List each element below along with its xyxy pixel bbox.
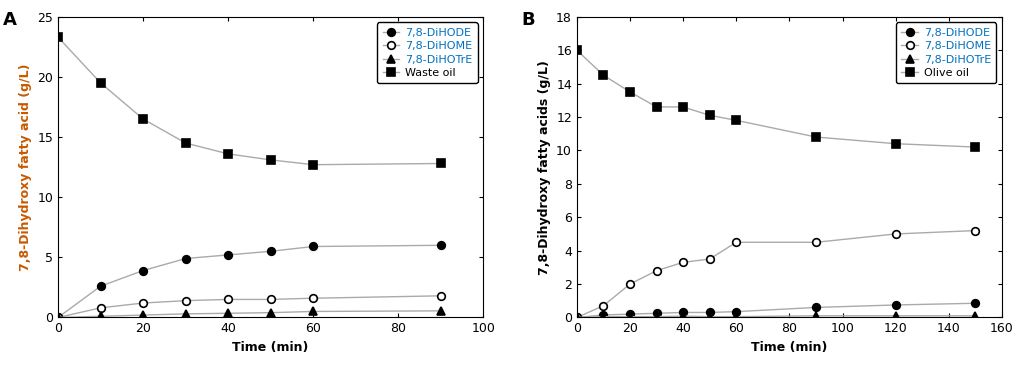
- Text: B: B: [522, 11, 535, 29]
- Line: 7,8-DiHODE: 7,8-DiHODE: [573, 299, 979, 321]
- 7,8-DiHODE: [970, 301, 982, 306]
- 7,8-DiHODE: [730, 310, 742, 314]
- 7,8-DiHODE: [598, 313, 610, 317]
- 7,8-DiHOME: [137, 301, 150, 305]
- Line: 7,8-DiHOME: 7,8-DiHOME: [54, 292, 445, 321]
- Olive oil: [810, 135, 822, 139]
- Waste oil: [435, 161, 447, 166]
- 7,8-DiHODE: [651, 311, 663, 315]
- 7,8-DiHOME: [624, 282, 637, 286]
- Olive oil: [703, 113, 715, 118]
- Olive oil: [970, 145, 982, 149]
- 7,8-DiHOTrE: [651, 314, 663, 319]
- 7,8-DiHOME: [435, 293, 447, 298]
- Waste oil: [179, 141, 192, 145]
- 7,8-DiHODE: [137, 268, 150, 273]
- 7,8-DiHOME: [598, 304, 610, 308]
- Y-axis label: 7,8-Dihydroxy fatty acids (g/L): 7,8-Dihydroxy fatty acids (g/L): [537, 59, 550, 274]
- 7,8-DiHODE: [571, 315, 583, 320]
- 7,8-DiHOTrE: [52, 315, 65, 320]
- Legend: 7,8-DiHODE, 7,8-DiHOME, 7,8-DiHOTrE, Olive oil: 7,8-DiHODE, 7,8-DiHOME, 7,8-DiHOTrE, Oli…: [896, 22, 996, 83]
- Olive oil: [676, 105, 689, 109]
- 7,8-DiHOTrE: [624, 314, 637, 319]
- 7,8-DiHODE: [890, 303, 902, 307]
- 7,8-DiHOME: [308, 296, 320, 300]
- Olive oil: [598, 73, 610, 77]
- Waste oil: [137, 117, 150, 121]
- 7,8-DiHOME: [179, 299, 192, 303]
- 7,8-DiHOTrE: [970, 314, 982, 318]
- Legend: 7,8-DiHODE, 7,8-DiHOME, 7,8-DiHOTrE, Waste oil: 7,8-DiHODE, 7,8-DiHOME, 7,8-DiHOTrE, Was…: [377, 22, 478, 83]
- Olive oil: [571, 48, 583, 52]
- 7,8-DiHOTrE: [571, 315, 583, 320]
- 7,8-DiHOME: [651, 269, 663, 273]
- 7,8-DiHODE: [94, 284, 107, 288]
- 7,8-DiHODE: [435, 243, 447, 247]
- 7,8-DiHOME: [676, 260, 689, 265]
- 7,8-DiHOTrE: [179, 312, 192, 316]
- 7,8-DiHOTrE: [94, 314, 107, 318]
- 7,8-DiHOME: [730, 240, 742, 245]
- 7,8-DiHODE: [810, 305, 822, 310]
- 7,8-DiHOME: [571, 315, 583, 320]
- Waste oil: [264, 158, 277, 162]
- Waste oil: [222, 152, 235, 156]
- 7,8-DiHODE: [179, 256, 192, 261]
- 7,8-DiHOTrE: [703, 314, 715, 319]
- 7,8-DiHOTrE: [598, 314, 610, 319]
- 7,8-DiHOTrE: [730, 314, 742, 319]
- Text: A: A: [3, 11, 16, 29]
- Waste oil: [94, 81, 107, 85]
- 7,8-DiHOME: [264, 297, 277, 301]
- 7,8-DiHODE: [52, 315, 65, 320]
- 7,8-DiHODE: [264, 249, 277, 254]
- Y-axis label: 7,8-Dihydroxy fatty acid (g/L): 7,8-Dihydroxy fatty acid (g/L): [18, 64, 32, 271]
- Line: Waste oil: Waste oil: [54, 33, 445, 169]
- X-axis label: Time (min): Time (min): [233, 341, 309, 354]
- 7,8-DiHOTrE: [676, 314, 689, 318]
- Olive oil: [890, 142, 902, 146]
- 7,8-DiHODE: [676, 310, 689, 315]
- 7,8-DiHOME: [222, 297, 235, 301]
- 7,8-DiHODE: [703, 310, 715, 315]
- 7,8-DiHOME: [52, 315, 65, 320]
- Line: 7,8-DiHOTrE: 7,8-DiHOTrE: [54, 307, 445, 321]
- 7,8-DiHOTrE: [810, 314, 822, 318]
- Waste oil: [52, 35, 65, 39]
- 7,8-DiHODE: [624, 312, 637, 316]
- Line: 7,8-DiHOTrE: 7,8-DiHOTrE: [573, 312, 979, 321]
- X-axis label: Time (min): Time (min): [751, 341, 827, 354]
- Line: 7,8-DiHOME: 7,8-DiHOME: [573, 227, 979, 321]
- 7,8-DiHOTrE: [264, 311, 277, 315]
- 7,8-DiHOME: [810, 240, 822, 245]
- 7,8-DiHOME: [970, 228, 982, 233]
- 7,8-DiHODE: [222, 253, 235, 257]
- Line: Olive oil: Olive oil: [573, 46, 979, 151]
- Olive oil: [730, 118, 742, 123]
- 7,8-DiHOTrE: [890, 314, 902, 318]
- 7,8-DiHOTrE: [222, 311, 235, 315]
- Line: 7,8-DiHODE: 7,8-DiHODE: [54, 242, 445, 321]
- Olive oil: [651, 105, 663, 109]
- 7,8-DiHOTrE: [435, 309, 447, 313]
- 7,8-DiHOME: [94, 306, 107, 310]
- 7,8-DiHOTrE: [137, 313, 150, 317]
- 7,8-DiHODE: [308, 244, 320, 249]
- Waste oil: [308, 162, 320, 167]
- 7,8-DiHOTrE: [308, 309, 320, 314]
- 7,8-DiHOME: [890, 232, 902, 236]
- Olive oil: [624, 90, 637, 94]
- 7,8-DiHOME: [703, 257, 715, 261]
